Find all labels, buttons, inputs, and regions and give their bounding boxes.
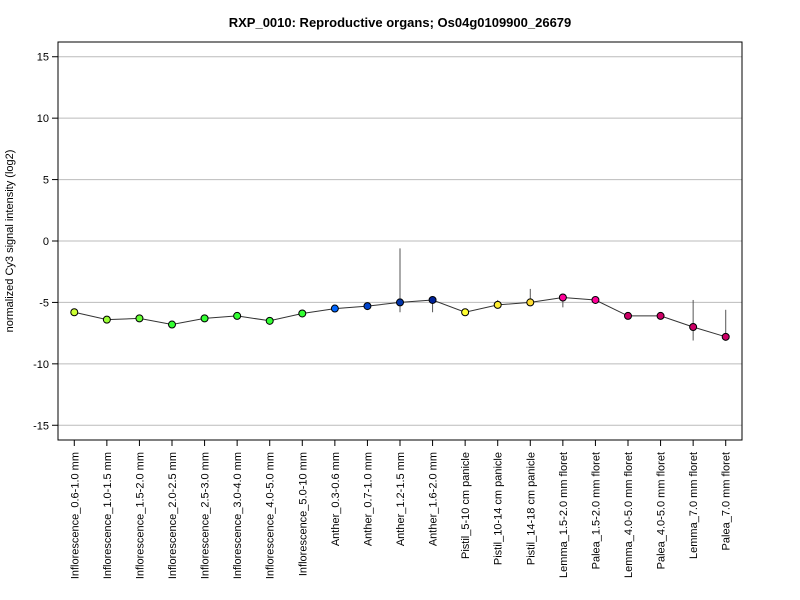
x-axis: Inflorescence_0.6-1.0 mm Inflorescence_1.… bbox=[69, 440, 733, 579]
x-tick-label: Inflorescence_0.6-1.0 mm bbox=[69, 452, 81, 579]
data-point bbox=[396, 298, 404, 307]
data-point bbox=[363, 302, 372, 311]
y-tick-label: 5 bbox=[43, 175, 49, 187]
y-tick-label: 15 bbox=[37, 52, 49, 64]
x-tick-label: Anther_1.6-2.0 mm bbox=[428, 452, 440, 546]
x-tick-label: Inflorescence_2.0-2.5 mm bbox=[167, 452, 179, 579]
x-tick-label: Inflorescence_1.5-2.0 mm bbox=[134, 452, 146, 579]
x-tick-label: Palea_1.5-2.0 mm floret bbox=[590, 452, 602, 569]
data-point bbox=[493, 300, 502, 309]
data-point bbox=[168, 320, 176, 329]
x-tick-label: Palea_4.0-5.0 mm floret bbox=[656, 452, 668, 569]
data-point bbox=[265, 316, 274, 325]
data-point bbox=[428, 295, 437, 304]
data-point bbox=[200, 314, 209, 323]
x-tick-label: Lemma_4.0-5.0 mm floret bbox=[623, 452, 635, 578]
data-point bbox=[721, 332, 730, 341]
data-point bbox=[461, 308, 470, 317]
data-point bbox=[233, 311, 242, 320]
x-tick-label: Inflorescence_2.5-3.0 mm bbox=[200, 452, 212, 579]
x-tick-label: Pistil_10-14 cm panicle bbox=[493, 452, 505, 565]
data-point bbox=[135, 314, 144, 323]
x-tick-label: Inflorescence_5.0-10 mm bbox=[297, 452, 309, 576]
y-tick-label: 10 bbox=[37, 113, 49, 125]
y-tick-label: 0 bbox=[43, 236, 49, 248]
data-point bbox=[591, 295, 600, 304]
y-tick-label: -10 bbox=[33, 359, 49, 371]
gridlines bbox=[58, 56, 742, 426]
data-points bbox=[70, 293, 730, 341]
data-point bbox=[656, 311, 665, 320]
data-point bbox=[330, 304, 339, 313]
data-point bbox=[624, 311, 632, 320]
x-tick-label: Lemma_7.0 mm floret bbox=[688, 452, 700, 559]
x-tick-label: Inflorescence_4.0-5.0 mm bbox=[265, 452, 277, 579]
y-axis: -15 -10 -5 0 5 10 15 bbox=[33, 52, 58, 432]
x-tick-label: Inflorescence_1.0-1.5 mm bbox=[102, 452, 114, 579]
y-tick-label: -15 bbox=[33, 420, 49, 432]
x-tick-label: Anther_1.2-1.5 mm bbox=[395, 452, 407, 546]
x-tick-label: Lemma_1.5-2.0 mm floret bbox=[558, 452, 570, 578]
data-point bbox=[102, 315, 111, 324]
x-tick-label: Anther_0.7-1.0 mm bbox=[362, 452, 374, 546]
data-point bbox=[298, 309, 307, 318]
y-tick-label: -5 bbox=[39, 297, 49, 309]
data-point bbox=[558, 293, 567, 302]
x-tick-label: Pistil_14-18 cm panicle bbox=[525, 452, 537, 565]
y-axis-label: normalized Cy3 signal intensity (log2) bbox=[4, 150, 16, 333]
x-tick-label: Anther_0.3-0.6 mm bbox=[330, 452, 342, 546]
data-point bbox=[689, 322, 698, 331]
error-bars bbox=[366, 248, 727, 341]
x-tick-label: Pistil_5-10 cm panicle bbox=[460, 452, 472, 559]
x-tick-label: Inflorescence_3.0-4.0 mm bbox=[232, 452, 244, 579]
data-point bbox=[70, 308, 79, 317]
data-point bbox=[526, 298, 535, 307]
chart-title: RXP_0010: Reproductive organs; Os04g0109… bbox=[229, 15, 572, 30]
x-tick-label: Palea_7.0 mm floret bbox=[721, 452, 733, 550]
